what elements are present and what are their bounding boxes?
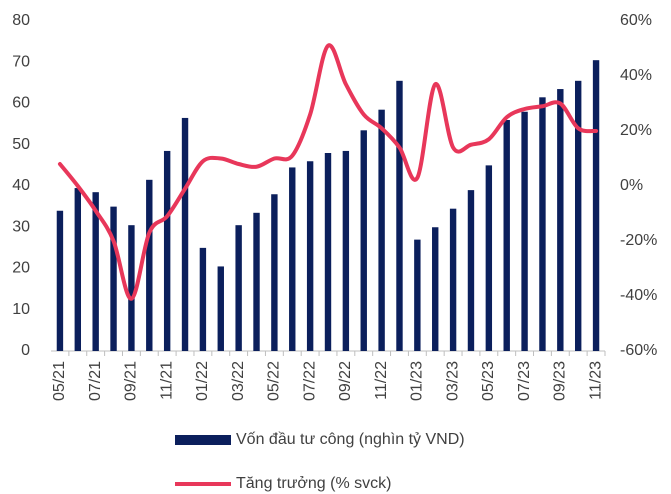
x-tick-label: 07/22 bbox=[301, 361, 318, 401]
x-tick-label: 03/22 bbox=[230, 361, 247, 401]
y-tick-label: 40 bbox=[12, 177, 30, 194]
x-tick-label: 09/22 bbox=[337, 361, 354, 401]
bar bbox=[163, 150, 171, 351]
bar bbox=[128, 225, 135, 351]
bar bbox=[360, 130, 367, 351]
x-tick-label: 03/23 bbox=[444, 361, 461, 401]
x-tick-label: 05/22 bbox=[266, 361, 283, 401]
bar bbox=[592, 60, 600, 351]
y2-tick-label: 0% bbox=[620, 177, 643, 194]
bar bbox=[271, 194, 278, 351]
line bbox=[57, 43, 599, 301]
bar bbox=[235, 225, 242, 351]
y-tick-label: 80 bbox=[12, 12, 30, 29]
y2-tick-label: -20% bbox=[620, 232, 657, 249]
legend-label: Tăng trưởng (% svck) bbox=[236, 475, 391, 492]
bar bbox=[342, 150, 350, 351]
legend-swatch bbox=[175, 435, 231, 445]
bar bbox=[92, 192, 99, 351]
bar bbox=[503, 120, 510, 351]
y-tick-label: 10 bbox=[12, 301, 30, 318]
bar bbox=[449, 208, 457, 351]
bar bbox=[378, 109, 385, 351]
bar bbox=[306, 161, 314, 351]
bar bbox=[146, 179, 153, 351]
bar bbox=[574, 80, 582, 351]
bar bbox=[324, 153, 332, 351]
y-tick-label: 70 bbox=[12, 53, 30, 70]
y2-tick-label: -40% bbox=[620, 287, 657, 304]
y2-tick-label: 20% bbox=[620, 122, 652, 139]
x-tick-label: 11/22 bbox=[373, 361, 390, 400]
y-tick-label: 60 bbox=[12, 95, 30, 112]
y-tick-label: 20 bbox=[12, 260, 30, 277]
bar bbox=[217, 266, 224, 351]
bar bbox=[467, 190, 475, 351]
x-tick-label: 05/23 bbox=[480, 361, 497, 401]
y2-tick-label: -60% bbox=[620, 342, 657, 359]
y2-tick-label: 60% bbox=[620, 12, 652, 29]
x-tick-label: 09/23 bbox=[552, 361, 569, 401]
x-tick-label: 05/21 bbox=[51, 361, 68, 401]
x-tick-label: 11/23 bbox=[587, 361, 604, 400]
bar bbox=[396, 80, 403, 351]
x-tick-label: 07/21 bbox=[87, 361, 104, 401]
bar bbox=[199, 247, 207, 351]
bar bbox=[521, 111, 528, 351]
y-tick-label: 50 bbox=[12, 136, 30, 153]
x-tick-label: 01/22 bbox=[194, 361, 211, 401]
x-tick-label: 11/21 bbox=[158, 361, 175, 400]
bar bbox=[110, 206, 117, 351]
bar bbox=[485, 165, 493, 351]
y-tick-label: 0 bbox=[21, 342, 30, 359]
bar bbox=[557, 89, 564, 351]
bar bbox=[181, 117, 189, 351]
bar bbox=[289, 167, 296, 351]
x-tick-label: 01/23 bbox=[409, 361, 426, 401]
legend-label: Vốn đầu tư công (nghìn tỷ VND) bbox=[236, 431, 465, 448]
y2-tick-label: 40% bbox=[620, 67, 652, 84]
bar bbox=[74, 188, 82, 351]
bar bbox=[539, 97, 546, 351]
y-tick-label: 30 bbox=[12, 218, 30, 235]
x-tick-label: 09/21 bbox=[123, 361, 140, 401]
bar bbox=[432, 227, 439, 351]
bar bbox=[56, 210, 64, 351]
bar bbox=[253, 212, 260, 351]
x-tick-label: 07/23 bbox=[516, 361, 533, 401]
bar bbox=[414, 239, 421, 351]
